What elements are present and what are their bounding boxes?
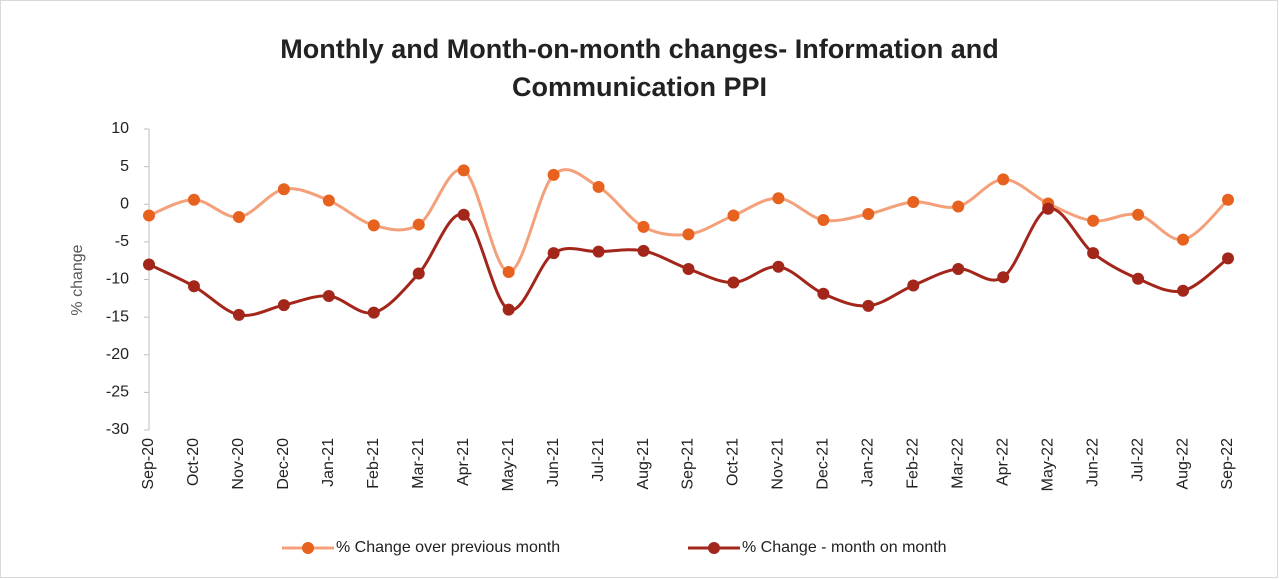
data-point <box>727 209 740 222</box>
data-point <box>592 245 605 258</box>
x-tick-label: Nov-20 <box>230 438 247 490</box>
data-point <box>143 258 155 271</box>
legend-label: % Change - month on month <box>742 539 947 556</box>
data-point <box>1087 247 1100 260</box>
data-point <box>232 308 245 321</box>
data-point <box>187 193 200 206</box>
data-point <box>682 228 695 241</box>
legend-label: % Change over previous month <box>336 539 560 556</box>
x-tick-label: May-21 <box>500 438 517 491</box>
y-tick-label: -30 <box>106 421 129 438</box>
legend-marker <box>708 542 720 554</box>
y-tick-label: -10 <box>106 271 129 288</box>
data-point <box>952 262 965 275</box>
x-tick-label: Jun-22 <box>1084 438 1101 487</box>
data-point <box>143 209 155 222</box>
data-point <box>1132 208 1145 221</box>
data-point <box>817 214 830 227</box>
x-tick-label: Feb-22 <box>905 438 922 489</box>
data-point <box>637 244 650 257</box>
y-axis-label: % change <box>69 244 86 315</box>
y-tick-label: 5 <box>120 158 129 175</box>
data-point <box>322 194 335 207</box>
x-tick-label: Nov-21 <box>770 438 787 490</box>
data-point <box>727 276 740 289</box>
data-point <box>1087 214 1100 227</box>
x-tick-label: Feb-21 <box>365 438 382 489</box>
data-point <box>277 299 290 312</box>
data-point <box>682 262 695 275</box>
chart-title: Monthly and Month-on-month changes- Info… <box>280 34 999 102</box>
x-tick-label: Apr-21 <box>455 438 472 486</box>
data-point <box>412 218 425 231</box>
data-point <box>1222 193 1234 206</box>
x-tick-label: Sep-22 <box>1219 438 1236 490</box>
data-point <box>322 290 335 303</box>
x-tick-label: May-22 <box>1039 438 1056 491</box>
x-tick-label: Aug-21 <box>635 438 652 490</box>
data-point <box>1177 233 1190 246</box>
x-tick-label: Jul-22 <box>1129 438 1146 482</box>
y-tick-label: 0 <box>120 195 129 212</box>
data-point <box>592 180 605 193</box>
x-tick-label: Sep-21 <box>680 438 697 490</box>
x-tick-label: Aug-22 <box>1174 438 1191 490</box>
data-point <box>1222 252 1234 265</box>
y-tick-label: 10 <box>111 120 129 137</box>
data-point <box>772 192 785 205</box>
data-point <box>502 303 515 316</box>
x-tick-label: Jun-21 <box>545 438 562 487</box>
x-tick-label: Jan-21 <box>320 438 337 487</box>
x-tick-label: Dec-21 <box>815 438 832 490</box>
x-tick-label: Oct-20 <box>185 438 202 486</box>
x-tick-label: Mar-22 <box>949 438 966 489</box>
data-point <box>547 247 560 260</box>
data-point <box>232 211 245 224</box>
x-tick-label: Oct-21 <box>725 438 742 486</box>
data-point <box>547 168 560 181</box>
data-point <box>862 208 875 221</box>
data-point <box>1177 284 1190 297</box>
data-point <box>862 299 875 312</box>
data-point <box>952 200 965 213</box>
y-tick-label: -20 <box>106 346 129 363</box>
data-point <box>277 183 290 196</box>
data-point <box>1042 202 1055 215</box>
data-point <box>772 260 785 273</box>
x-tick-label: Jan-22 <box>860 438 877 487</box>
y-tick-label: -5 <box>115 233 129 250</box>
data-point <box>367 219 380 232</box>
x-tick-label: Jul-21 <box>590 438 607 482</box>
data-point <box>187 280 200 293</box>
y-tick-label: -15 <box>106 308 129 325</box>
y-tick-label: -25 <box>106 384 129 401</box>
x-tick-label: Mar-21 <box>410 438 427 489</box>
data-point <box>457 164 470 177</box>
data-point <box>637 220 650 233</box>
legend-marker <box>302 542 314 554</box>
x-tick-label: Apr-22 <box>994 438 1011 486</box>
data-point <box>997 173 1010 186</box>
data-point <box>1132 272 1145 285</box>
data-point <box>367 306 380 319</box>
data-point <box>907 195 920 208</box>
data-point <box>457 208 470 221</box>
x-tick-label: Dec-20 <box>275 438 292 490</box>
data-point <box>997 271 1010 284</box>
data-point <box>907 279 920 292</box>
x-tick-label: Sep-20 <box>140 438 157 490</box>
data-point <box>412 267 425 280</box>
data-point <box>502 265 515 278</box>
data-point <box>817 287 830 300</box>
